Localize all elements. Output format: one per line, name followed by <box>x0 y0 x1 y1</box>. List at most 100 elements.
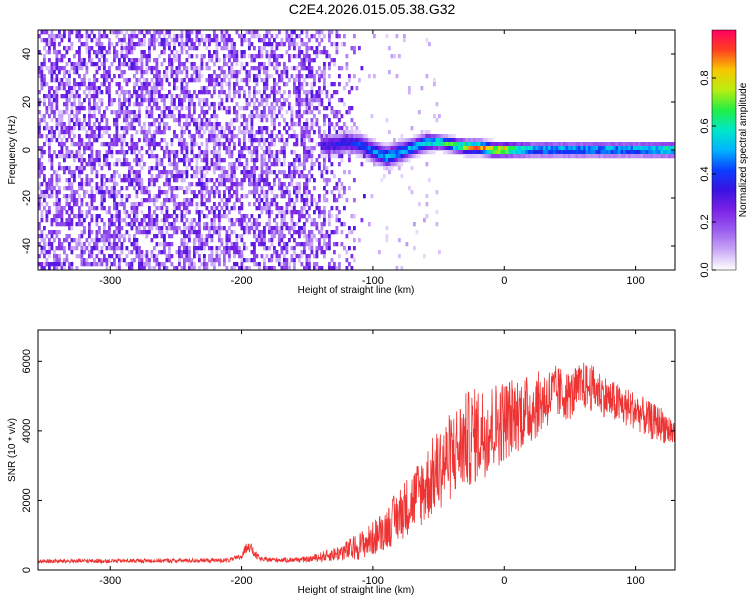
heatmap-cell <box>63 110 66 115</box>
heatmap-cell <box>300 66 304 71</box>
heatmap-cell <box>443 150 446 155</box>
heatmap-cell <box>325 90 329 95</box>
heatmap-cell <box>320 138 324 143</box>
heatmap-cell <box>118 238 121 243</box>
heatmap-cell <box>188 238 191 243</box>
heatmap-cell <box>185 170 189 175</box>
heatmap-cell <box>225 174 229 179</box>
heatmap-cell <box>233 86 236 91</box>
heatmap-cell <box>525 154 529 159</box>
heatmap-cell <box>198 230 201 235</box>
heatmap-cell <box>303 110 306 115</box>
heatmap-cell <box>85 174 89 179</box>
heatmap-cell <box>48 262 51 267</box>
heatmap-cell <box>65 254 69 259</box>
heatmap-cell <box>50 66 54 71</box>
heatmap-cell <box>568 150 571 155</box>
heatmap-cell <box>305 54 309 59</box>
heatmap-cell <box>520 142 524 147</box>
heatmap-cell <box>60 166 64 171</box>
heatmap-cell <box>200 106 204 111</box>
heatmap-cell <box>395 74 399 79</box>
heatmap-cell <box>295 98 299 103</box>
heatmap-cell <box>490 138 494 143</box>
heatmap-cell <box>210 218 214 223</box>
heatmap-cell <box>665 146 669 151</box>
heatmap-cell <box>75 190 79 195</box>
heatmap-cell <box>398 142 401 147</box>
heatmap-cell <box>55 98 59 103</box>
heatmap-cell <box>293 206 296 211</box>
heatmap-cell <box>538 142 541 147</box>
heatmap-cell <box>280 238 284 243</box>
heatmap-cell <box>335 50 339 55</box>
heatmap-cell <box>100 178 104 183</box>
heatmap-cell <box>60 114 64 119</box>
heatmap-cell <box>145 230 149 235</box>
heatmap-cell <box>273 90 276 95</box>
heatmap-cell <box>113 118 116 123</box>
heatmap-cell <box>328 122 331 127</box>
heatmap-cell <box>303 142 306 147</box>
heatmap-cell <box>345 266 349 270</box>
heatmap-cell <box>218 106 221 111</box>
heatmap-cell <box>328 210 331 215</box>
heatmap-cell <box>615 150 619 155</box>
heatmap-cell <box>58 130 61 135</box>
heatmap-cell <box>228 150 231 155</box>
heatmap-cell <box>478 150 481 155</box>
heatmap-cell <box>250 222 254 227</box>
heatmap-cell <box>150 174 154 179</box>
heatmap-cell <box>135 146 139 151</box>
heatmap-cell <box>58 58 61 63</box>
heatmap-cell <box>118 222 121 227</box>
heatmap-cell <box>140 82 144 87</box>
heatmap-cell <box>523 150 526 155</box>
heatmap-cell <box>43 198 46 203</box>
heatmap-cell <box>158 226 161 231</box>
heatmap-cell <box>305 194 309 199</box>
heatmap-cell <box>438 142 441 147</box>
heatmap-cell <box>65 186 69 191</box>
heatmap-cell <box>118 98 121 103</box>
heatmap-cell <box>138 186 141 191</box>
heatmap-cell <box>45 214 49 219</box>
heatmap-cell <box>150 254 154 259</box>
heatmap-cell <box>235 182 239 187</box>
heatmap-cell <box>78 170 81 175</box>
heatmap-cell <box>73 194 76 199</box>
heatmap-cell <box>138 158 141 163</box>
heatmap-cell <box>333 174 336 179</box>
heatmap-cell <box>60 126 64 131</box>
heatmap-cell <box>410 126 414 131</box>
heatmap-cell <box>278 230 281 235</box>
heatmap-cell <box>45 82 49 87</box>
heatmap-cell <box>90 58 94 63</box>
heatmap-cell <box>165 210 169 215</box>
heatmap-cell <box>238 250 241 255</box>
heatmap-cell <box>90 254 94 259</box>
heatmap-cell <box>255 54 259 59</box>
heatmap-cell <box>108 134 111 139</box>
heatmap-cell <box>283 222 286 227</box>
heatmap-cell <box>170 110 174 115</box>
heatmap-cell <box>220 70 224 75</box>
heatmap-cell <box>370 142 374 147</box>
heatmap-cell <box>640 146 644 151</box>
heatmap-cell <box>263 150 266 155</box>
heatmap-cell <box>115 226 119 231</box>
heatmap-cell <box>163 218 166 223</box>
heatmap-cell <box>155 174 159 179</box>
heatmap-cell <box>145 106 149 111</box>
heatmap-cell <box>240 202 244 207</box>
heatmap-cell <box>353 138 356 143</box>
heatmap-cell <box>63 86 66 91</box>
heatmap-cell <box>163 198 166 203</box>
heatmap-cell <box>438 250 441 255</box>
heatmap-cell <box>265 50 269 55</box>
heatmap-cell <box>195 194 199 199</box>
heatmap-cell <box>213 82 216 87</box>
heatmap-cell <box>198 126 201 131</box>
heatmap-cell <box>170 226 174 231</box>
y-tick-label: 40 <box>21 48 33 60</box>
